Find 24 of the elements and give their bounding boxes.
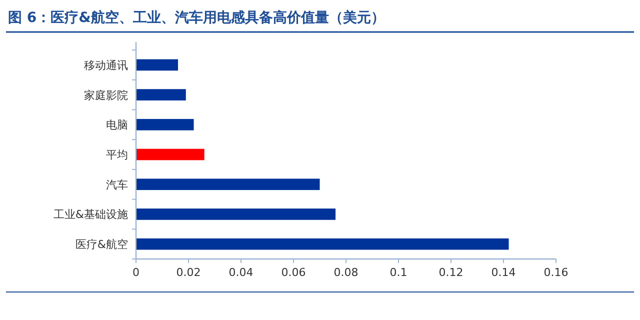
- x-tick-label: 0.08: [334, 266, 358, 279]
- bar: [136, 208, 336, 220]
- y-tick-label: 家庭影院: [84, 88, 128, 102]
- bar: [136, 59, 178, 71]
- chart-title: 图 6：医疗&航空、工业、汽车用电感具备高价值量（美元）: [8, 9, 385, 26]
- x-tick-label: 0: [132, 266, 140, 279]
- y-tick-label: 平均: [106, 148, 128, 162]
- x-tick-label: 0.1: [390, 266, 408, 279]
- y-tick-label: 工业&基础设施: [53, 208, 128, 222]
- bar: [136, 238, 509, 250]
- x-tick-label: 0.04: [228, 266, 254, 279]
- y-tick-label: 汽车: [106, 178, 128, 192]
- y-tick-label: 移动通讯: [84, 58, 128, 72]
- x-tick-label: 0.06: [281, 266, 306, 279]
- bar: [136, 89, 186, 100]
- y-tick-label: 医疗&航空: [75, 238, 128, 252]
- x-tick-label: 0.16: [544, 266, 568, 279]
- bar: [136, 178, 320, 190]
- y-tick-label: 电脑: [106, 118, 128, 132]
- bar: [136, 118, 194, 130]
- x-tick-label: 0.02: [176, 266, 201, 279]
- x-tick-label: 0.14: [491, 266, 516, 279]
- x-tick-label: 0.12: [438, 266, 464, 279]
- bar: [136, 148, 204, 160]
